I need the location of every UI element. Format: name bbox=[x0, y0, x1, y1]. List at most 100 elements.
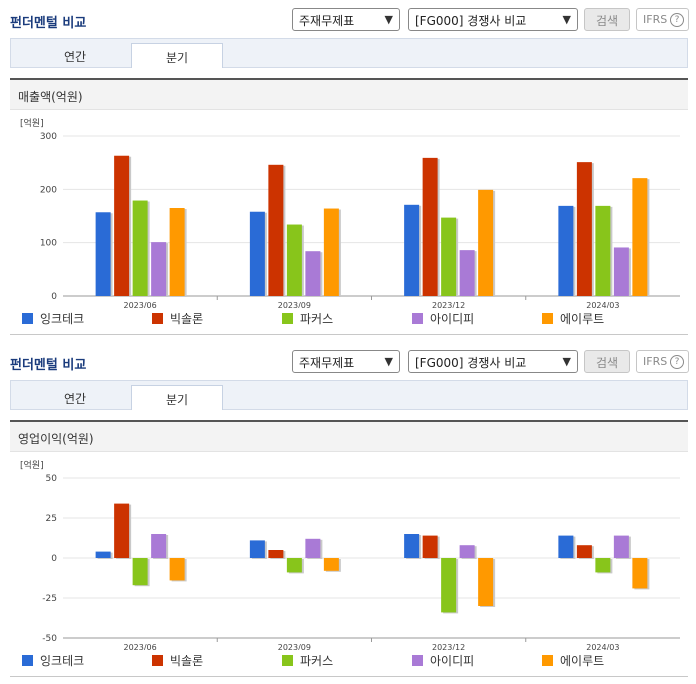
legend-swatch bbox=[412, 655, 423, 666]
bar bbox=[132, 200, 148, 296]
bar bbox=[286, 558, 302, 573]
bar bbox=[169, 558, 185, 581]
legend-swatch bbox=[282, 655, 293, 666]
x-tick-label: 2023/06 bbox=[124, 301, 157, 308]
search-button[interactable]: 검색 bbox=[584, 8, 630, 31]
legend-item[interactable]: 에이루트 bbox=[542, 652, 604, 669]
statement-select-value: 주재무제표 bbox=[299, 14, 355, 28]
tab-annual[interactable]: 연간 bbox=[63, 50, 87, 64]
legend-item[interactable]: 잉크테크 bbox=[22, 310, 84, 327]
y-tick-label: 25 bbox=[46, 514, 57, 524]
bar bbox=[114, 155, 130, 296]
legend-label: 에이루트 bbox=[560, 312, 605, 326]
legend-label: 아이디피 bbox=[430, 312, 475, 326]
legend-item[interactable]: 빅솔론 bbox=[152, 310, 203, 327]
help-icon[interactable]: ? bbox=[670, 355, 684, 369]
legend-item[interactable]: 빅솔론 bbox=[152, 652, 203, 669]
period-tabs: 연간 분기 bbox=[10, 380, 688, 410]
panel-title: 펀더멘털 비교 bbox=[10, 358, 87, 373]
chevron-down-icon: ▼ bbox=[562, 355, 571, 368]
bar bbox=[268, 550, 284, 558]
legend-swatch bbox=[22, 655, 33, 666]
bar bbox=[151, 534, 167, 558]
y-tick-label: 0 bbox=[51, 554, 57, 564]
section-title: 영업이익(억원) bbox=[18, 432, 94, 446]
panel-header: 펀더멘털 비교 주재무제표 ▼ [FG000] 경쟁사 비교 ▼ 검색 IFRS… bbox=[10, 348, 689, 376]
legend-swatch bbox=[542, 655, 553, 666]
bar bbox=[323, 208, 339, 296]
revenue-chart: [억원] 0 100 200 300 2023/06 2023/09 2023/12 2024/… bbox=[20, 117, 680, 308]
legend-item[interactable]: 아이디피 bbox=[412, 310, 474, 327]
bar bbox=[169, 208, 185, 296]
ifrs-label: IFRS bbox=[643, 13, 668, 26]
x-tick-label: 2023/09 bbox=[278, 643, 311, 650]
legend-swatch bbox=[22, 313, 33, 324]
y-tick-label: 200 bbox=[40, 185, 57, 195]
bar bbox=[323, 558, 339, 571]
bar bbox=[404, 534, 420, 558]
search-button[interactable]: 검색 bbox=[584, 350, 630, 373]
bar bbox=[576, 545, 592, 558]
panel-title: 펀더멘털 비교 bbox=[10, 16, 87, 31]
legend-label: 파커스 bbox=[300, 654, 334, 668]
tab-quarterly[interactable]: 분기 bbox=[131, 43, 223, 68]
bar bbox=[249, 211, 265, 296]
legend-label: 아이디피 bbox=[430, 654, 475, 668]
x-tick-label: 2024/03 bbox=[586, 301, 619, 308]
statement-select[interactable]: 주재무제표 ▼ bbox=[292, 8, 400, 31]
bar bbox=[441, 217, 457, 296]
x-tick-label: 2023/12 bbox=[432, 301, 465, 308]
axis-unit-label: [억원] bbox=[20, 459, 44, 471]
chevron-down-icon: ▼ bbox=[384, 355, 393, 368]
chevron-down-icon: ▼ bbox=[562, 13, 571, 26]
tab-quarterly[interactable]: 분기 bbox=[131, 385, 223, 410]
bar bbox=[286, 224, 302, 296]
bar bbox=[305, 251, 321, 296]
section-header: 매출액(억원) bbox=[10, 78, 688, 110]
bar bbox=[595, 558, 611, 573]
bar bbox=[478, 189, 494, 296]
bar bbox=[441, 558, 457, 613]
group-select-value: [FG000] 경쟁사 비교 bbox=[415, 356, 527, 370]
bar bbox=[268, 164, 284, 296]
legend-item[interactable]: 아이디피 bbox=[412, 652, 474, 669]
legend-item[interactable]: 에이루트 bbox=[542, 310, 604, 327]
tab-annual[interactable]: 연간 bbox=[63, 392, 87, 406]
bar bbox=[114, 503, 130, 558]
ifrs-button[interactable]: IFRS ? bbox=[636, 350, 689, 373]
legend-swatch bbox=[412, 313, 423, 324]
panel-header: 펀더멘털 비교 주재무제표 ▼ [FG000] 경쟁사 비교 ▼ 검색 IFRS… bbox=[10, 6, 689, 34]
legend-swatch bbox=[152, 313, 163, 324]
period-tabs: 연간 분기 bbox=[10, 38, 688, 68]
fundamental-panel-operating-profit: 펀더멘털 비교 주재무제표 ▼ [FG000] 경쟁사 비교 ▼ 검색 IFRS… bbox=[0, 342, 696, 684]
group-select[interactable]: [FG000] 경쟁사 비교 ▼ bbox=[408, 8, 578, 31]
bar bbox=[459, 250, 475, 296]
operating-profit-chart: [억원] -50 -25 0 25 50 2023/06 2023/09 2023/12 2024… bbox=[20, 459, 680, 650]
x-tick-label: 2023/06 bbox=[124, 643, 157, 650]
x-tick-label: 2024/03 bbox=[586, 643, 619, 650]
help-icon[interactable]: ? bbox=[670, 13, 684, 27]
x-tick-label: 2023/09 bbox=[278, 301, 311, 308]
group-select[interactable]: [FG000] 경쟁사 비교 ▼ bbox=[408, 350, 578, 373]
ifrs-button[interactable]: IFRS ? bbox=[636, 8, 689, 31]
bar bbox=[422, 535, 438, 558]
legend-label: 빅솔론 bbox=[170, 654, 204, 668]
y-tick-label: 300 bbox=[40, 132, 57, 142]
bar bbox=[632, 178, 648, 296]
legend-label: 잉크테크 bbox=[40, 654, 85, 668]
bar bbox=[558, 535, 574, 558]
bar bbox=[249, 540, 265, 558]
legend-item[interactable]: 파커스 bbox=[282, 310, 333, 327]
legend-label: 에이루트 bbox=[560, 654, 605, 668]
axis-unit-label: [억원] bbox=[20, 117, 44, 129]
statement-select[interactable]: 주재무제표 ▼ bbox=[292, 350, 400, 373]
legend-item[interactable]: 잉크테크 bbox=[22, 652, 84, 669]
legend-swatch bbox=[152, 655, 163, 666]
bar bbox=[613, 535, 629, 558]
legend-label: 잉크테크 bbox=[40, 312, 85, 326]
section-header: 영업이익(억원) bbox=[10, 420, 688, 452]
chevron-down-icon: ▼ bbox=[384, 13, 393, 26]
legend-item[interactable]: 파커스 bbox=[282, 652, 333, 669]
bar bbox=[459, 545, 475, 558]
y-tick-label: -50 bbox=[42, 634, 57, 644]
